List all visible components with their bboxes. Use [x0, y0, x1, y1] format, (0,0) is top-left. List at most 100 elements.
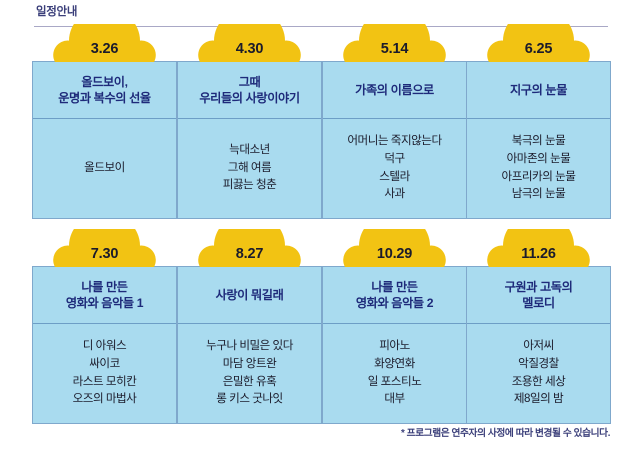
card-title-text: 가족의 이름으로 — [355, 82, 434, 97]
card-title: 올드보이, 운명과 복수의 선율 — [33, 62, 176, 119]
card-title: 가족의 이름으로 — [323, 62, 466, 119]
list-item: 사과 — [384, 187, 405, 201]
list-item: 아저씨 — [523, 339, 554, 353]
cloud-icon — [198, 229, 301, 267]
list-item: 일 포스티노 — [367, 374, 422, 388]
list-item: 올드보이 — [84, 160, 125, 174]
cloud-icon — [487, 229, 590, 267]
date-badge: 10.29 — [322, 229, 467, 267]
date-label: 11.26 — [521, 246, 556, 262]
cloud-icon — [53, 229, 156, 267]
list-item: 은밀한 유혹 — [222, 374, 277, 388]
list-item: 북극의 눈물 — [511, 134, 566, 148]
card-title: 사랑이 뭐길래 — [178, 267, 321, 324]
card-title-text: 나를 만든 영화와 음악들 1 — [65, 279, 144, 310]
list-item: 싸이코 — [89, 356, 120, 370]
card-title: 그때 우리들의 사랑이야기 — [178, 62, 321, 119]
list-item: 아프리카의 눈물 — [501, 169, 576, 183]
date-badge: 11.26 — [466, 229, 611, 267]
date-badge: 3.26 — [32, 24, 177, 62]
header-divider — [34, 26, 608, 27]
card-title: 나를 만든 영화와 음악들 2 — [323, 267, 466, 324]
list-item: 디 아워스 — [82, 339, 127, 353]
list-item: 피아노 — [379, 339, 410, 353]
date-label: 6.25 — [524, 41, 553, 57]
date-label: 7.30 — [90, 246, 119, 262]
list-item: 악질경찰 — [518, 356, 559, 370]
list-item: 화양연화 — [374, 356, 415, 370]
list-item: 롱 키스 굿나잇 — [216, 392, 283, 406]
list-item: 대부 — [384, 392, 405, 406]
date-badge: 7.30 — [32, 229, 177, 267]
date-badge: 8.27 — [177, 229, 322, 267]
date-label: 5.14 — [380, 41, 409, 57]
footnote-text: * 프로그램은 연주자의 사정에 따라 변경될 수 있습니다. — [401, 428, 610, 439]
date-badge: 5.14 — [322, 24, 467, 62]
card-title-text: 올드보이, 운명과 복수의 선율 — [58, 74, 151, 105]
list-item: 아마존의 눈물 — [506, 151, 571, 165]
list-item: 조용한 세상 — [511, 374, 566, 388]
date-label: 8.27 — [235, 246, 264, 262]
page-title: 일정안내 — [36, 6, 78, 18]
list-item: 누구나 비밀은 있다 — [206, 339, 293, 353]
list-item: 피끓는 청춘 — [222, 178, 277, 192]
card-title-text: 나를 만든 영화와 음악들 2 — [355, 279, 434, 310]
card-title-text: 지구의 눈물 — [509, 82, 568, 97]
list-item: 남극의 눈물 — [511, 187, 566, 201]
card-title: 나를 만든 영화와 음악들 1 — [33, 267, 176, 324]
date-label: 4.30 — [235, 41, 264, 57]
list-item: 오즈의 마법사 — [72, 392, 137, 406]
cloud-icon — [53, 24, 156, 62]
list-item: 늑대소년 — [229, 143, 270, 157]
list-item: 그해 여름 — [227, 160, 272, 174]
cloud-icon — [343, 229, 446, 267]
date-badge: 4.30 — [177, 24, 322, 62]
list-item: 덕구 — [384, 151, 405, 165]
card-title-text: 그때 우리들의 사랑이야기 — [199, 74, 300, 105]
cloud-icon — [487, 24, 590, 62]
cloud-icon — [198, 24, 301, 62]
list-item: 라스트 모히칸 — [72, 374, 137, 388]
list-item: 어머니는 죽지않는다 — [347, 134, 442, 148]
card-title: 구원과 고독의 멜로디 — [467, 267, 610, 324]
date-label: 10.29 — [376, 246, 413, 262]
date-badge: 6.25 — [466, 24, 611, 62]
card-title: 지구의 눈물 — [467, 62, 610, 119]
date-label: 3.26 — [90, 41, 119, 57]
card-title-text: 구원과 고독의 멜로디 — [504, 279, 573, 310]
card-title-text: 사랑이 뭐길래 — [215, 287, 284, 302]
list-item: 마담 앙트완 — [222, 356, 277, 370]
list-item: 스텔라 — [379, 169, 410, 183]
program-list: 올드보이 — [33, 119, 176, 218]
list-item: 제8일의 밤 — [513, 392, 564, 406]
cloud-icon — [343, 24, 446, 62]
header: 일정안내 — [0, 0, 640, 30]
